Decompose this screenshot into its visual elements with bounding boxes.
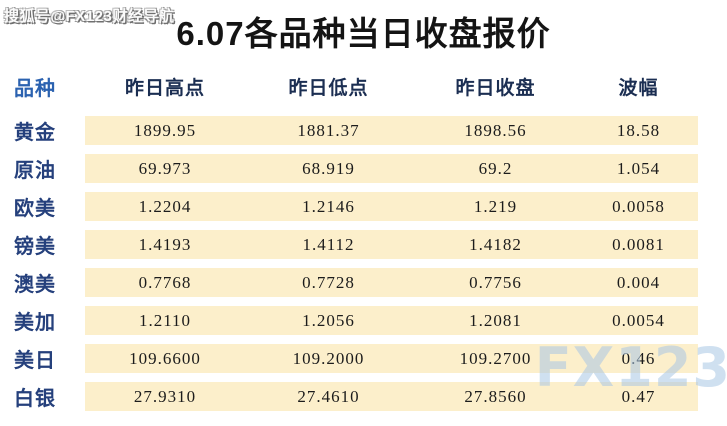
row-label: 美日 [0,344,85,373]
cell-prev-close: 69.2 [412,154,579,183]
col-header-prev-high: 昨日高点 [124,77,205,99]
cell-prev-close: 1.2081 [412,306,579,335]
cell-prev-low: 1.2146 [245,192,412,221]
table-row: 澳美 0.7768 0.7728 0.7756 0.004 [0,268,698,297]
table-row: 黄金 1899.95 1881.37 1898.56 18.58 [0,116,698,145]
cell-range: 0.46 [579,344,698,373]
table-row: 美日 109.6600 109.2000 109.2700 0.46 [0,344,698,373]
row-label: 黄金 [0,116,85,145]
cell-range: 1.054 [579,154,698,183]
cell-prev-low: 68.919 [245,154,412,183]
cell-prev-close: 109.2700 [412,344,579,373]
row-label: 欧美 [0,192,85,221]
cell-prev-high: 27.9310 [85,382,245,411]
sohu-account-watermark: 搜狐号@FX123财经导航 [4,8,175,25]
cell-prev-high: 109.6600 [85,344,245,373]
cell-range: 0.004 [579,268,698,297]
cell-prev-low: 109.2000 [245,344,412,373]
table-row: 原油 69.973 68.919 69.2 1.054 [0,154,698,183]
row-label: 美加 [0,306,85,335]
header-row: 品种 昨日高点 昨日低点 昨日收盘 波幅 [0,65,698,107]
cell-range: 18.58 [579,116,698,145]
table-row: 镑美 1.4193 1.4112 1.4182 0.0081 [0,230,698,259]
col-header-prev-close: 昨日收盘 [455,77,536,99]
table-row: 欧美 1.2204 1.2146 1.219 0.0058 [0,192,698,221]
row-label: 澳美 [0,268,85,297]
cell-prev-high: 69.973 [85,154,245,183]
cell-prev-close: 27.8560 [412,382,579,411]
cell-prev-close: 1898.56 [412,116,579,145]
table-row: 美加 1.2110 1.2056 1.2081 0.0054 [0,306,698,335]
col-header-variety: 品种 [14,77,56,100]
cell-prev-close: 1.4182 [412,230,579,259]
quotes-table: 品种 昨日高点 昨日低点 昨日收盘 波幅 黄金 1899.95 1881.37 … [0,56,698,420]
cell-prev-close: 1.219 [412,192,579,221]
cell-prev-high: 1.4193 [85,230,245,259]
cell-prev-low: 1881.37 [245,116,412,145]
row-label: 原油 [0,154,85,183]
cell-prev-high: 1.2110 [85,306,245,335]
cell-prev-low: 27.4610 [245,382,412,411]
cell-prev-high: 1.2204 [85,192,245,221]
cell-prev-low: 0.7728 [245,268,412,297]
cell-range: 0.0058 [579,192,698,221]
cell-prev-low: 1.2056 [245,306,412,335]
cell-range: 0.0081 [579,230,698,259]
cell-range: 0.47 [579,382,698,411]
cell-prev-low: 1.4112 [245,230,412,259]
cell-range: 0.0054 [579,306,698,335]
cell-prev-high: 0.7768 [85,268,245,297]
row-label: 镑美 [0,230,85,259]
col-header-range: 波幅 [618,77,659,99]
table-row: 白银 27.9310 27.4610 27.8560 0.47 [0,382,698,411]
row-label: 白银 [0,382,85,411]
page-title: 6.07各品种当日收盘报价 [176,15,551,52]
col-header-prev-low: 昨日低点 [288,77,369,99]
cell-prev-close: 0.7756 [412,268,579,297]
cell-prev-high: 1899.95 [85,116,245,145]
fx123-logo-watermark: FX123 [534,336,727,399]
